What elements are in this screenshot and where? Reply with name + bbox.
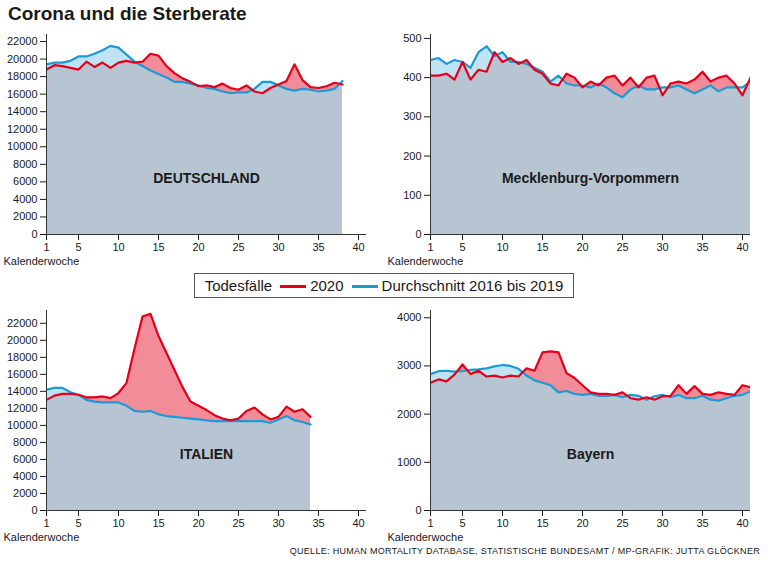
- svg-text:40: 40: [352, 241, 364, 253]
- svg-text:3000: 3000: [397, 359, 421, 371]
- svg-text:5: 5: [459, 241, 465, 253]
- svg-text:2000: 2000: [13, 210, 37, 222]
- svg-text:16000: 16000: [7, 368, 38, 380]
- svg-text:20000: 20000: [7, 334, 38, 346]
- html-text:2020: 2020: [310, 276, 344, 294]
- svg-text:500: 500: [403, 32, 421, 44]
- svg-text:35: 35: [312, 241, 324, 253]
- html-text:Durchschnitt 2016 bis 2019: Durchschnitt 2016 bis 2019: [381, 276, 564, 294]
- svg-text:10: 10: [496, 517, 508, 529]
- svg-text:4000: 4000: [397, 311, 421, 323]
- svg-text:Kalenderwoche: Kalenderwoche: [4, 255, 80, 267]
- svg-text:2000: 2000: [13, 487, 37, 499]
- svg-text:20: 20: [576, 517, 588, 529]
- svg-text:5: 5: [75, 241, 81, 253]
- svg-text:35: 35: [312, 517, 324, 529]
- svg-text:6000: 6000: [13, 175, 37, 187]
- svg-text:Mecklenburg-Vorpommern: Mecklenburg-Vorpommern: [502, 170, 679, 186]
- svg-text:40: 40: [736, 241, 748, 253]
- svg-text:8000: 8000: [13, 436, 37, 448]
- svg-text:10: 10: [112, 241, 124, 253]
- svg-text:5: 5: [459, 517, 465, 529]
- svg-text:100: 100: [403, 189, 421, 201]
- svg-text:ITALIEN: ITALIEN: [180, 446, 233, 462]
- svg-text:0: 0: [415, 228, 421, 240]
- svg-text:10: 10: [496, 241, 508, 253]
- svg-text:30: 30: [656, 241, 668, 253]
- svg-text:35: 35: [696, 241, 708, 253]
- svg-text:25: 25: [616, 241, 628, 253]
- svg-text:2000: 2000: [397, 408, 421, 420]
- svg-text:DEUTSCHLAND: DEUTSCHLAND: [153, 170, 260, 186]
- svg-text:5: 5: [75, 517, 81, 529]
- svg-text:0: 0: [415, 504, 421, 516]
- svg-text:30: 30: [272, 241, 284, 253]
- svg-text:0: 0: [31, 504, 37, 516]
- svg-text:30: 30: [272, 517, 284, 529]
- svg-text:12000: 12000: [7, 123, 38, 135]
- svg-text:15: 15: [152, 517, 164, 529]
- svg-text:10: 10: [112, 517, 124, 529]
- svg-text:20: 20: [192, 241, 204, 253]
- svg-text:18000: 18000: [7, 70, 38, 82]
- svg-text:25: 25: [232, 517, 244, 529]
- svg-text:15: 15: [536, 517, 548, 529]
- html-text:QUELLE: HUMAN MORTALITY DATABA: QUELLE: HUMAN MORTALITY DATABASE, STATIS…: [289, 546, 760, 556]
- svg-text:400: 400: [403, 71, 421, 83]
- svg-text:14000: 14000: [7, 385, 38, 397]
- svg-text:Kalenderwoche: Kalenderwoche: [388, 531, 464, 543]
- svg-text:12000: 12000: [7, 402, 38, 414]
- svg-text:300: 300: [403, 110, 421, 122]
- html-text:Todesfälle: Todesfälle: [204, 276, 273, 294]
- svg-text:14000: 14000: [7, 105, 38, 117]
- svg-text:4000: 4000: [13, 193, 37, 205]
- svg-text:22000: 22000: [7, 35, 38, 47]
- svg-text:6000: 6000: [13, 453, 37, 465]
- svg-text:10000: 10000: [7, 419, 38, 431]
- svg-text:1: 1: [43, 517, 49, 529]
- svg-text:Kalenderwoche: Kalenderwoche: [388, 255, 464, 267]
- svg-text:15: 15: [536, 241, 548, 253]
- svg-text:40: 40: [352, 517, 364, 529]
- svg-text:Bayern: Bayern: [567, 446, 614, 462]
- svg-text:20000: 20000: [7, 53, 38, 65]
- svg-text:15: 15: [152, 241, 164, 253]
- svg-text:16000: 16000: [7, 88, 38, 100]
- svg-text:8000: 8000: [13, 158, 37, 170]
- svg-text:22000: 22000: [7, 317, 38, 329]
- svg-text:25: 25: [232, 241, 244, 253]
- svg-text:1: 1: [427, 241, 433, 253]
- svg-text:4000: 4000: [13, 470, 37, 482]
- svg-text:30: 30: [656, 517, 668, 529]
- svg-text:40: 40: [736, 517, 748, 529]
- svg-text:20: 20: [576, 241, 588, 253]
- svg-text:25: 25: [616, 517, 628, 529]
- svg-text:1: 1: [43, 241, 49, 253]
- svg-text:1: 1: [427, 517, 433, 529]
- html-text:Corona und die Sterberate: Corona und die Sterberate: [8, 3, 247, 24]
- svg-text:Kalenderwoche: Kalenderwoche: [4, 531, 80, 543]
- svg-text:10000: 10000: [7, 140, 38, 152]
- svg-text:35: 35: [696, 517, 708, 529]
- svg-text:20: 20: [192, 517, 204, 529]
- svg-text:18000: 18000: [7, 351, 38, 363]
- svg-text:200: 200: [403, 150, 421, 162]
- svg-text:1000: 1000: [397, 456, 421, 468]
- svg-text:0: 0: [31, 228, 37, 240]
